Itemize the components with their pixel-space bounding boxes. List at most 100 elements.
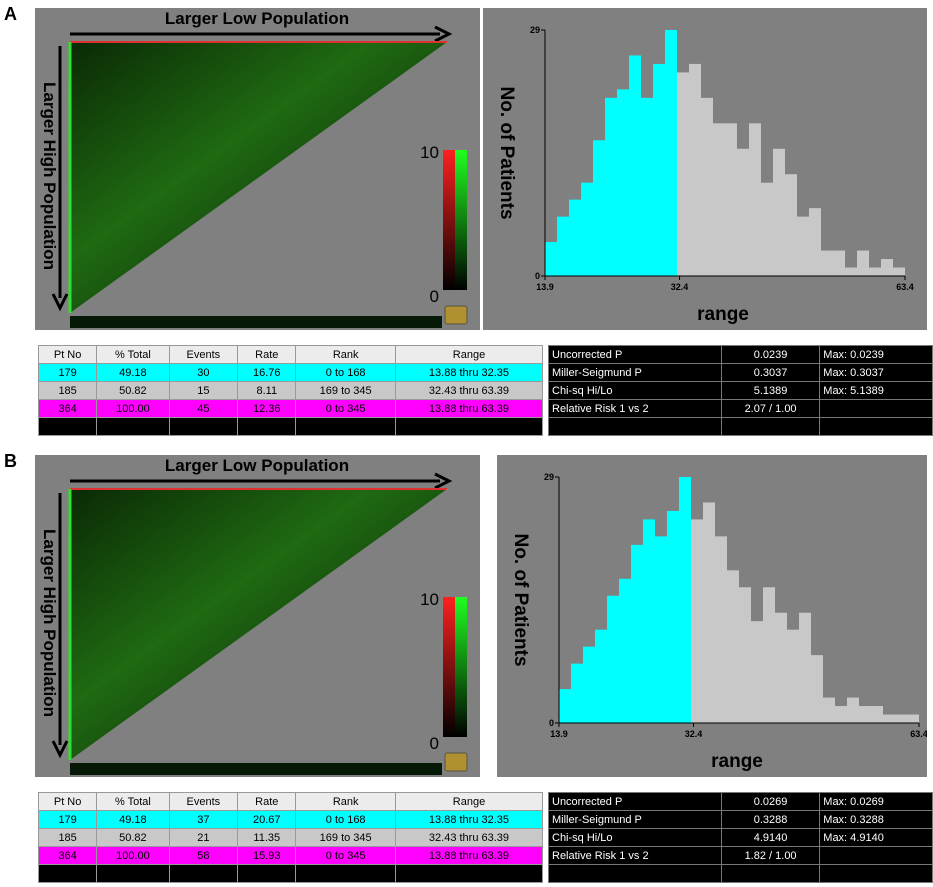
bar bbox=[823, 697, 835, 723]
stats-table: Uncorrected P 0.0239 Max: 0.0239 Miller-Sei… bbox=[548, 345, 933, 436]
x-tick-label: 63.4 bbox=[910, 729, 927, 739]
bar bbox=[751, 621, 763, 723]
histogram: 0 29 13.9 32.4 63.4 No. of Patients range bbox=[497, 455, 927, 777]
y-axis-title: Larger High Population bbox=[40, 82, 59, 270]
cell: 100.00 bbox=[96, 399, 170, 418]
bar bbox=[643, 519, 655, 723]
stats-row: Miller-Seigmund P 0.3288 Max: 0.3288 bbox=[548, 810, 933, 829]
cell: 364 bbox=[37, 399, 98, 418]
bar bbox=[679, 477, 691, 723]
bar bbox=[691, 519, 703, 723]
cell: 0.3037 bbox=[720, 363, 821, 382]
stats-row: Chi-sq Hi/Lo 5.1389 Max: 5.1389 bbox=[548, 381, 933, 400]
arrow-head bbox=[434, 25, 453, 43]
cell: 32.43 thru 63.39 bbox=[394, 381, 544, 400]
cell: 185 bbox=[37, 381, 98, 400]
cell bbox=[96, 864, 170, 883]
stats-row: Uncorrected P 0.0269 Max: 0.0269 bbox=[548, 792, 933, 811]
cell: Miller-Seigmund P bbox=[548, 363, 722, 382]
x-axis-title: range bbox=[697, 304, 749, 325]
cell: 13.88 thru 63.39 bbox=[394, 399, 544, 418]
heatmap: Larger Low Population Larger High Populat… bbox=[35, 8, 480, 330]
table-row: 179 49.18 30 16.76 0 to 168 13.88 thru 32.35 bbox=[37, 363, 544, 382]
x-axis-title: Larger Low Population bbox=[165, 9, 349, 28]
stats-table: Uncorrected P 0.0269 Max: 0.0269 Miller-Sei… bbox=[548, 792, 933, 883]
cell: 13.88 thru 63.39 bbox=[394, 846, 544, 865]
cell: 185 bbox=[37, 828, 98, 847]
cell: Relative Risk 1 vs 2 bbox=[548, 399, 722, 418]
bar bbox=[857, 250, 869, 276]
scale-max: 10 bbox=[420, 590, 439, 609]
y-axis-title: Larger High Population bbox=[40, 529, 59, 717]
cell: 49.18 bbox=[96, 810, 170, 829]
cell: 169 to 345 bbox=[295, 381, 396, 400]
bar bbox=[797, 216, 809, 276]
cell bbox=[237, 864, 297, 883]
bar bbox=[835, 706, 847, 723]
bar bbox=[809, 208, 821, 276]
stats-row: Relative Risk 1 vs 2 1.82 / 1.00 bbox=[548, 846, 933, 865]
cell: Miller-Seigmund P bbox=[548, 810, 722, 829]
cell: 13.88 thru 32.35 bbox=[394, 363, 544, 382]
cell: 0.0239 bbox=[720, 345, 821, 364]
header-cell: Rank bbox=[295, 792, 396, 811]
bar bbox=[713, 123, 725, 276]
bar bbox=[811, 655, 823, 723]
bar bbox=[881, 259, 893, 276]
cell: 100.00 bbox=[96, 846, 170, 865]
scale-max: 10 bbox=[420, 143, 439, 162]
cell: 0 to 168 bbox=[295, 363, 396, 382]
table-row: 185 50.82 15 8.11 169 to 345 32.43 thru 63.39 bbox=[37, 381, 544, 400]
cell: 364 bbox=[37, 846, 98, 865]
cell: 0 to 168 bbox=[295, 810, 396, 829]
bar bbox=[761, 182, 773, 276]
cell: Chi-sq Hi/Lo bbox=[548, 381, 722, 400]
panel-label: A bbox=[4, 4, 17, 24]
cell bbox=[819, 846, 933, 865]
header-cell: Range bbox=[394, 345, 544, 364]
cell: Max: 5.1389 bbox=[819, 381, 933, 400]
scale-min: 0 bbox=[430, 734, 439, 753]
header-cell: Events bbox=[168, 345, 239, 364]
bar bbox=[607, 595, 619, 723]
header-cell: Rank bbox=[295, 345, 396, 364]
cell: 50.82 bbox=[96, 381, 170, 400]
y-axis-title: No. of Patients bbox=[510, 533, 531, 666]
x-tick-label: 32.4 bbox=[685, 729, 703, 739]
bar bbox=[677, 72, 689, 277]
cell bbox=[548, 864, 722, 883]
bar bbox=[773, 148, 785, 276]
stats-row: Uncorrected P 0.0239 Max: 0.0239 bbox=[548, 345, 933, 364]
bar bbox=[859, 706, 871, 723]
empty-row bbox=[548, 417, 933, 436]
cell bbox=[819, 864, 933, 883]
header-cell: Rate bbox=[237, 792, 297, 811]
bar bbox=[869, 267, 881, 276]
cell: 169 to 345 bbox=[295, 828, 396, 847]
bar bbox=[871, 706, 883, 723]
population-table: Pt No% Total Events Rate Rank Range 179 49.18 3… bbox=[37, 792, 544, 883]
bar bbox=[701, 97, 713, 277]
header-cell: % Total bbox=[96, 792, 170, 811]
bar bbox=[559, 689, 571, 723]
cell bbox=[720, 864, 821, 883]
stats-row: Chi-sq Hi/Lo 4.9140 Max: 4.9140 bbox=[548, 828, 933, 847]
scale-red bbox=[443, 150, 455, 290]
arrow-head bbox=[434, 472, 453, 490]
bar bbox=[787, 629, 799, 723]
cell bbox=[548, 417, 722, 436]
cell bbox=[168, 417, 239, 436]
header-cell: Pt No bbox=[37, 345, 98, 364]
bar bbox=[629, 55, 641, 277]
table-row: 185 50.82 21 11.35 169 to 345 32.43 thru 63.3… bbox=[37, 828, 544, 847]
cell: 179 bbox=[37, 810, 98, 829]
cell bbox=[394, 864, 544, 883]
stats-row: Miller-Seigmund P 0.3037 Max: 0.3037 bbox=[548, 363, 933, 382]
cell: 0.3288 bbox=[720, 810, 821, 829]
scale-red bbox=[443, 597, 455, 737]
header-cell: Rate bbox=[237, 345, 297, 364]
cell: 49.18 bbox=[96, 363, 170, 382]
bar bbox=[737, 148, 749, 276]
cell: 8.11 bbox=[237, 381, 297, 400]
